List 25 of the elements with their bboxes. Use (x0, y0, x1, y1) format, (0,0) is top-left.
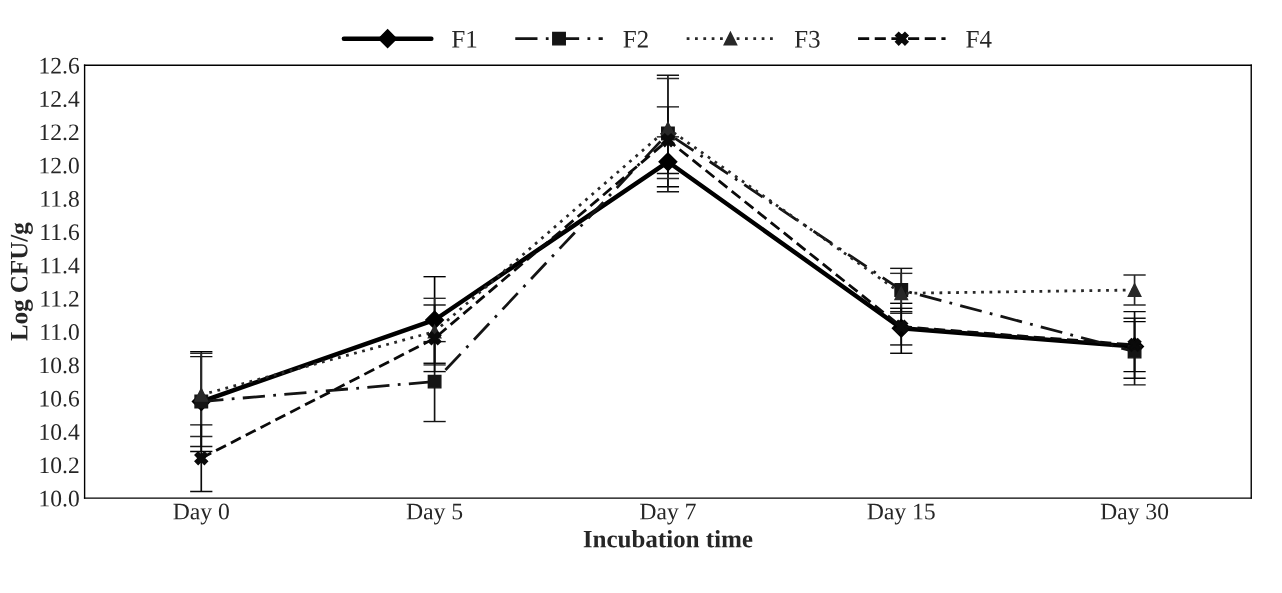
y-tick-label: 11.0 (41, 324, 79, 341)
y-tick-label: 11.2 (41, 290, 79, 307)
legend-label: F3 (794, 30, 820, 48)
legend-label: F2 (623, 30, 648, 48)
y-axis-title: Log CFU/g (10, 222, 33, 341)
y-tick-label: 12.2 (40, 124, 79, 141)
x-tick-label: Day 30 (1100, 503, 1169, 525)
legend-label: F4 (966, 30, 992, 48)
y-tick-label: 10.2 (40, 457, 79, 474)
y-tick-label: 11.6 (41, 224, 80, 241)
y-tick-label: 10.6 (40, 390, 80, 407)
x-tick-label: Day 5 (406, 503, 463, 525)
x-axis-title: Incubation time (583, 529, 753, 548)
y-tick-label: 12.4 (40, 91, 80, 108)
legend-label: F1 (452, 30, 477, 48)
x-tick-label: Day 0 (173, 503, 229, 525)
x-tick-label: Day 15 (867, 503, 935, 525)
y-tick-label: 10.4 (40, 424, 80, 441)
y-tick-label: 10.0 (40, 490, 79, 507)
x-tick-label: Day 7 (640, 503, 696, 525)
y-tick-label: 10.8 (40, 357, 79, 374)
y-tick-label: 12.6 (40, 57, 80, 74)
y-tick-label: 11.8 (41, 190, 79, 207)
y-tick-label: 12.0 (40, 157, 79, 174)
y-tick-label: 11.4 (41, 257, 80, 274)
